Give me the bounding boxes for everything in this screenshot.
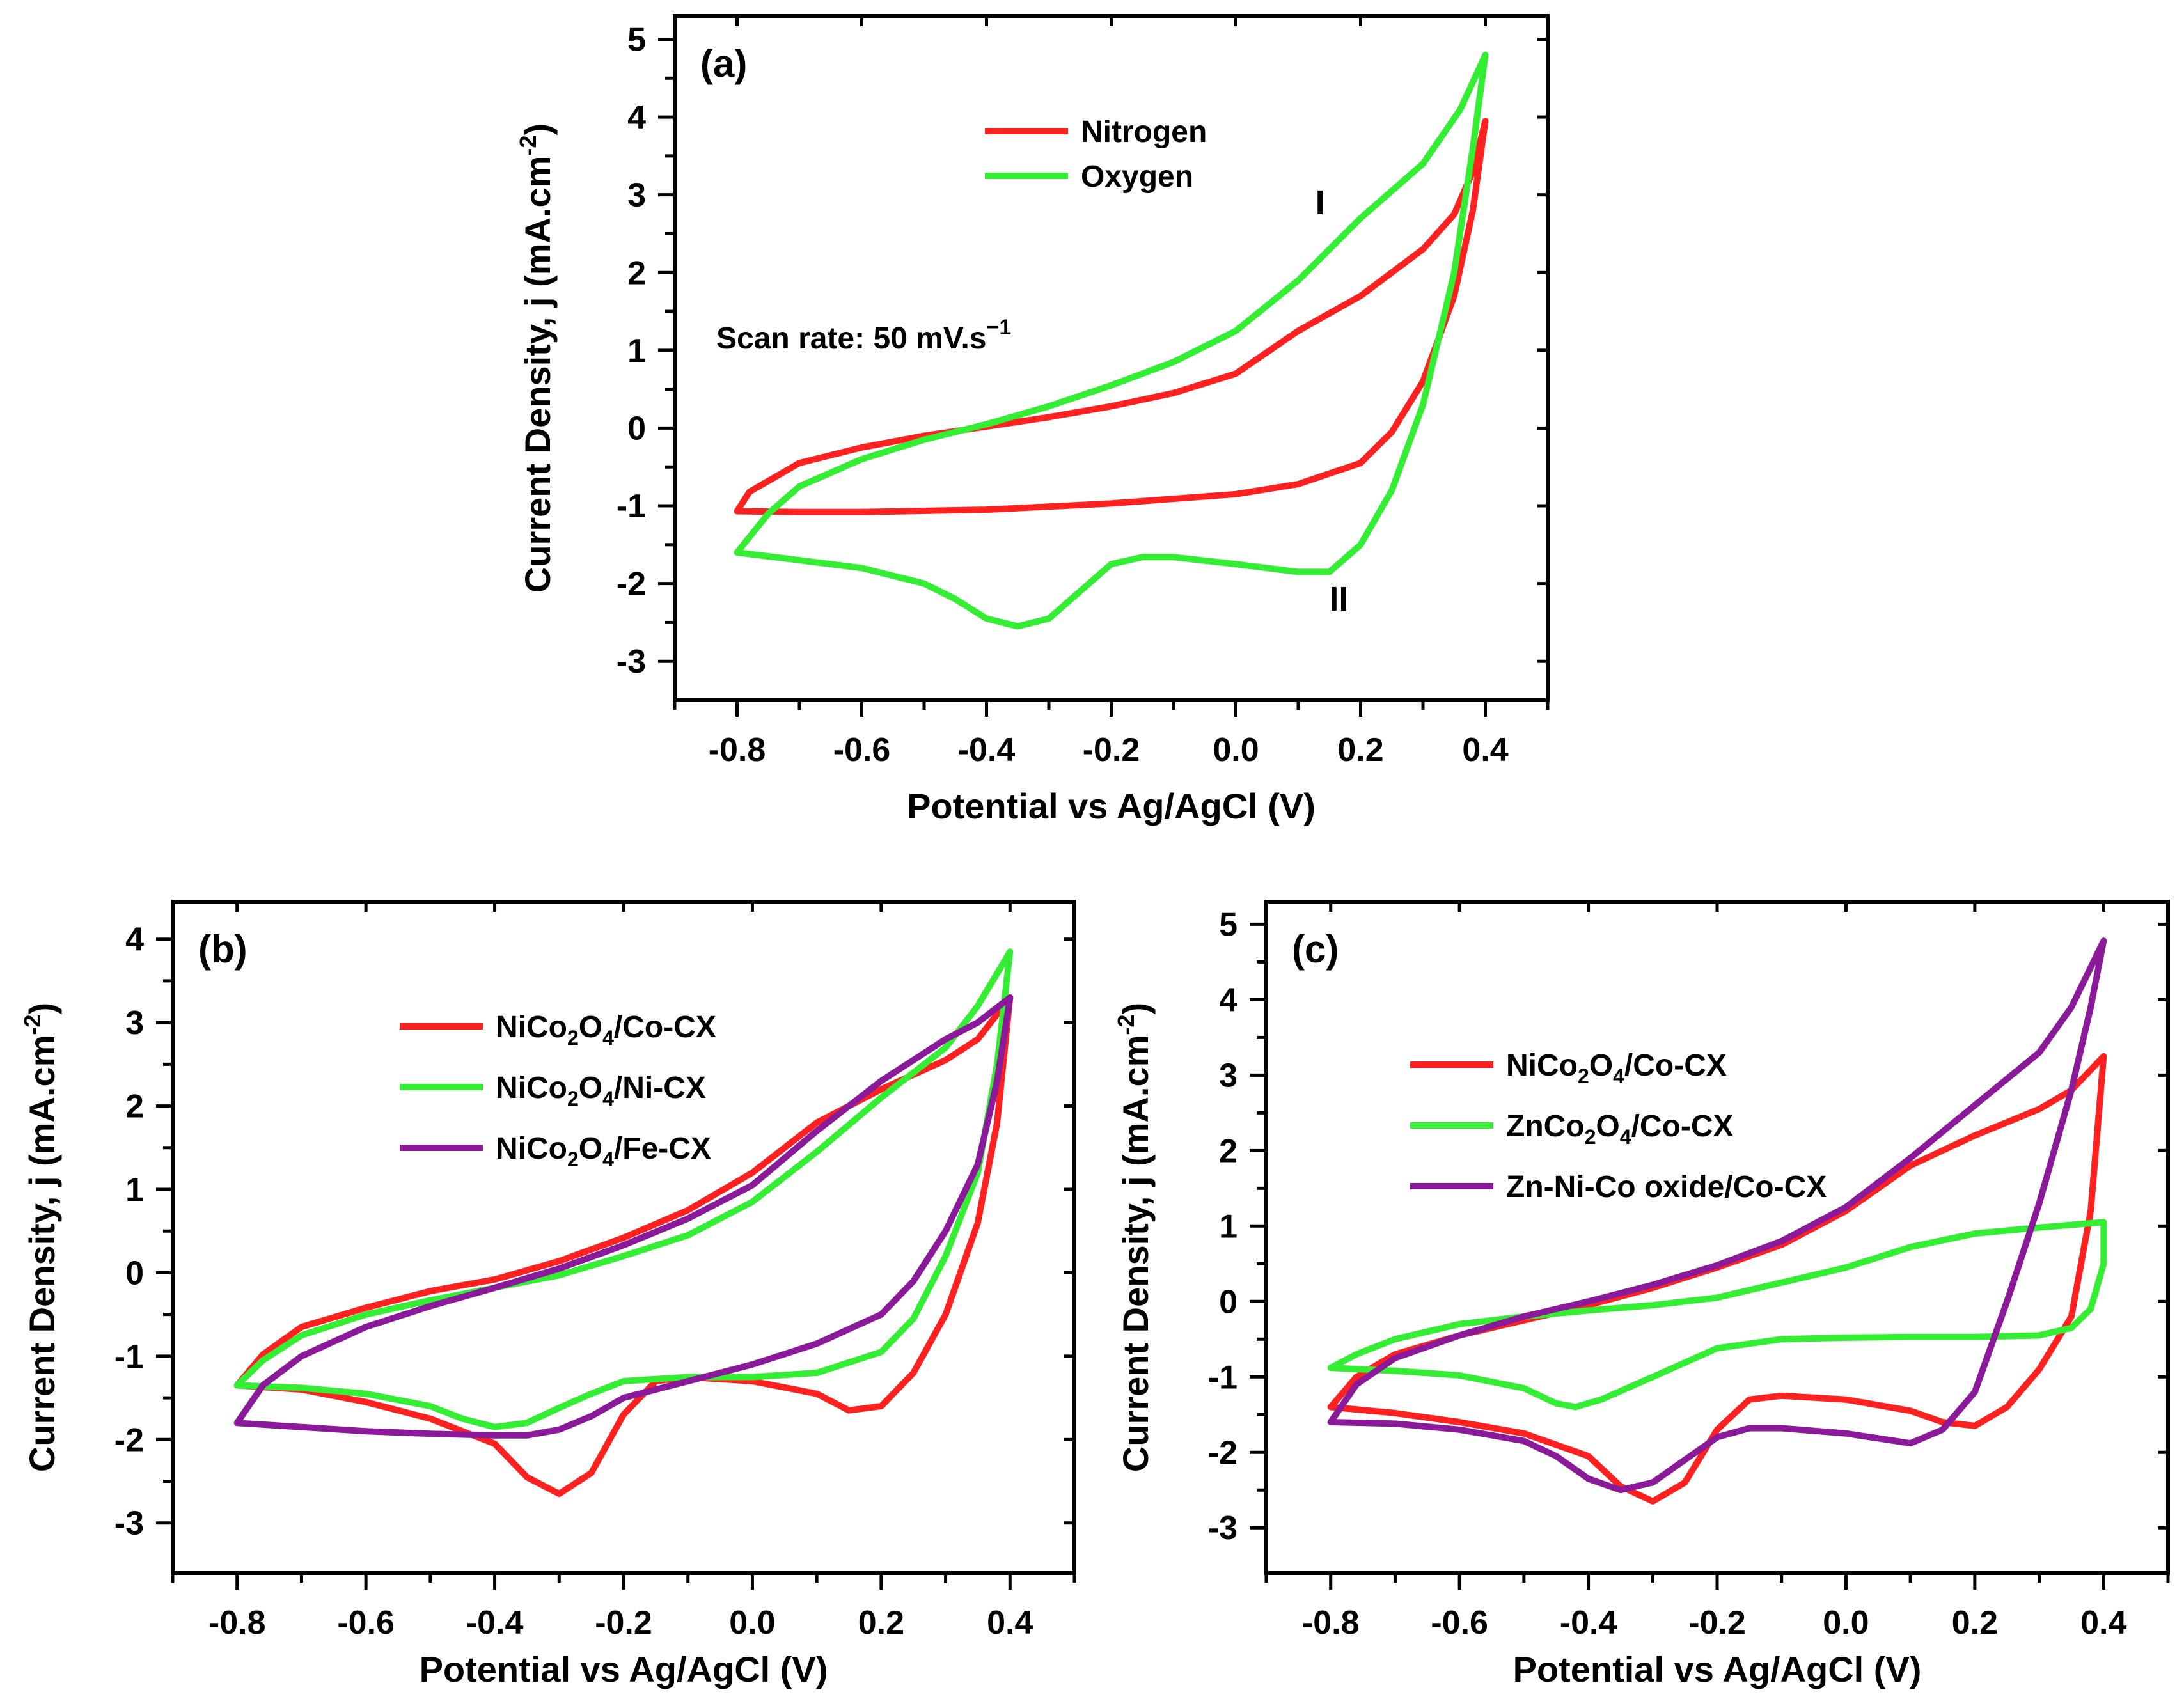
y-tick-label: 5 [627, 21, 646, 58]
y-tick-label: -3 [114, 1505, 144, 1542]
x-tick-label: -0.2 [1083, 732, 1140, 769]
y-tick-label: 0 [627, 410, 646, 447]
y-tick-label: 1 [1219, 1208, 1237, 1245]
x-tick-label: 0.2 [1952, 1604, 1998, 1641]
y-tick-label: -3 [617, 643, 646, 680]
series-line-2 [1327, 1219, 2107, 1411]
x-tick-label: 0.0 [1213, 732, 1259, 769]
y-tick-label: -2 [1208, 1434, 1237, 1471]
scan-rate-annotation: Scan rate: 50 mV.s−1 [716, 315, 1011, 356]
y-tick-label: 2 [1219, 1132, 1237, 1170]
legend-label: Zn-Ni-Co oxide/Co-CX [1506, 1170, 1827, 1204]
legend-label: Oxygen [1081, 160, 1193, 194]
x-tick-label: -0.6 [833, 732, 891, 769]
y-tick-label: -3 [1208, 1510, 1237, 1547]
legend-label: NiCo2O4/Ni-CX [496, 1071, 706, 1110]
panel-label: (b) [198, 928, 247, 971]
y-axis-label: Current Density, j (mA.cm-2) [1113, 1003, 1156, 1472]
x-tick-label: -0.8 [1302, 1604, 1360, 1641]
y-tick-label: 4 [627, 99, 646, 136]
legend-label: NiCo2O4/Co-CX [496, 1010, 716, 1049]
x-tick-label: 0.4 [1462, 732, 1508, 769]
y-tick-label: 2 [125, 1088, 144, 1125]
x-tick-label: -0.8 [709, 732, 766, 769]
x-tick-label: -0.2 [595, 1604, 652, 1641]
x-tick-label: -0.6 [1431, 1604, 1488, 1641]
x-tick-label: -0.6 [337, 1604, 395, 1641]
series-line-1 [233, 994, 1014, 1498]
y-tick-label: 2 [627, 254, 646, 292]
legend: Nitrogen Oxygen [985, 115, 1207, 194]
x-tick-label: -0.4 [958, 732, 1016, 769]
y-tick-label: 4 [1219, 982, 1237, 1019]
y-axis-label: Current Density, j (mA.cm-2) [19, 1003, 62, 1472]
legend: NiCo2O4/Co-CX ZnCo2O4/Co-CX Zn-Ni-Co oxide… [1410, 1049, 1827, 1204]
panel-label: (a) [700, 42, 747, 85]
y-tick-label: 3 [125, 1005, 144, 1042]
chart-panel-c: -0.8 -0.6 -0.4 -0.2 0.0 0.2 0.4 -3 -2 -1 0 1 2 3 4 5 Pot… [1113, 900, 2170, 1689]
y-tick-label: 3 [1219, 1057, 1237, 1094]
plot-frame [1264, 900, 2170, 1575]
panel-label: (c) [1292, 928, 1339, 971]
y-tick-label: 3 [627, 177, 646, 214]
y-tick-label: 0 [125, 1255, 144, 1292]
x-axis-label: Potential vs Ag/AgCl (V) [420, 1649, 828, 1689]
y-tick-label: 1 [125, 1171, 144, 1209]
legend: NiCo2O4/Co-CX NiCo2O4/Ni-CX NiCo2O4/Fe-CX [400, 1010, 716, 1171]
y-tick-label: 4 [125, 921, 144, 959]
x-tick-label: 0.4 [987, 1604, 1033, 1641]
x-tick-label: 0.0 [729, 1604, 775, 1641]
x-tick-label: 0.0 [1823, 1604, 1869, 1641]
legend-label: Nitrogen [1081, 115, 1207, 149]
chart-panel-b: -0.8 -0.6 -0.4 -0.2 0.0 0.2 0.4 -3 -2 -1 0 1 2 3 4 Pote… [19, 900, 1076, 1689]
x-tick-label: -0.8 [208, 1604, 266, 1641]
y-tick-label: -1 [114, 1338, 144, 1375]
y-tick-label: -2 [617, 566, 646, 603]
legend-label: ZnCo2O4/Co-CX [1506, 1109, 1734, 1148]
series-line-2 [233, 948, 1014, 1430]
x-tick-label: 0.4 [2080, 1604, 2126, 1641]
x-tick-label: 0.2 [858, 1604, 904, 1641]
legend-label: NiCo2O4/Fe-CX [496, 1132, 711, 1171]
series-line-3 [233, 994, 1014, 1439]
y-tick-label: 1 [627, 333, 646, 370]
y-axis-label: Current Density, j (mA.cm-2) [515, 123, 558, 593]
series-line-1 [734, 118, 1489, 515]
y-tick-label: 5 [1219, 906, 1237, 943]
x-tick-label: -0.4 [1560, 1604, 1617, 1641]
y-tick-label: 0 [1219, 1283, 1237, 1320]
legend-label: NiCo2O4/Co-CX [1506, 1049, 1727, 1088]
series-line-2 [734, 51, 1489, 630]
x-tick-label: -0.4 [466, 1604, 524, 1641]
x-tick-label: -0.2 [1688, 1604, 1746, 1641]
series-line-1 [1327, 1053, 2107, 1505]
y-tick-label: -1 [1208, 1359, 1237, 1396]
x-axis-label: Potential vs Ag/AgCl (V) [907, 786, 1316, 826]
series-line-3 [1327, 937, 2107, 1494]
y-tick-label: -1 [617, 488, 646, 525]
peak-label: I [1316, 184, 1325, 222]
peak-label: II [1329, 580, 1348, 618]
y-tick-label: -2 [114, 1421, 144, 1459]
chart-panel-a: -0.8 -0.6 -0.4 -0.2 0.0 0.2 0.4 -3 -2 -1 0 1 2 3 4 5 Pot… [515, 14, 1550, 826]
x-tick-label: 0.2 [1337, 732, 1383, 769]
x-axis-label: Potential vs Ag/AgCl (V) [1513, 1649, 1922, 1689]
